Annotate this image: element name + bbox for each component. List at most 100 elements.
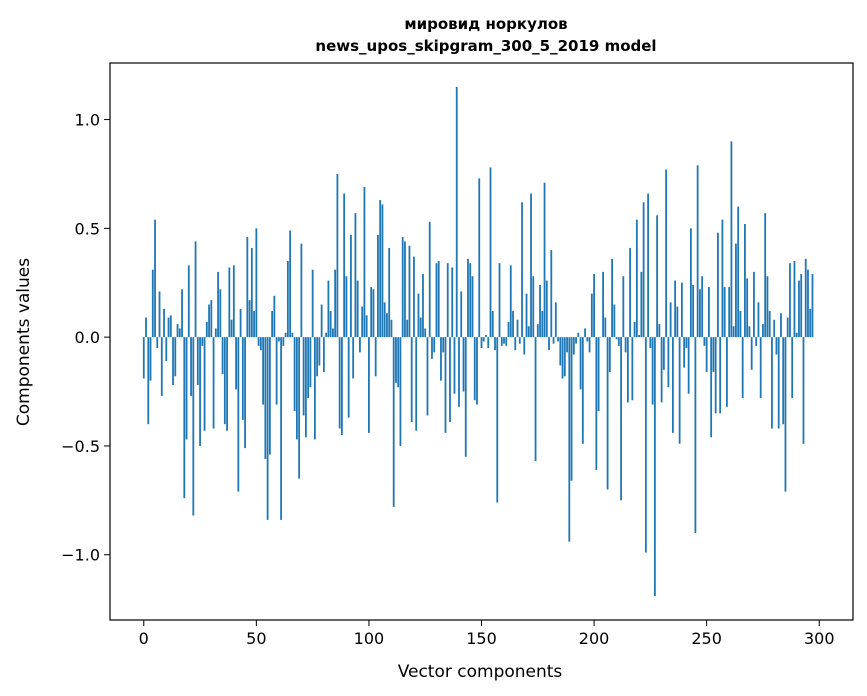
bar-211 bbox=[617, 337, 620, 346]
bar-176 bbox=[539, 284, 541, 338]
bar-206 bbox=[606, 337, 609, 490]
x-tick-label: 150 bbox=[466, 629, 497, 648]
bar-57 bbox=[271, 311, 274, 338]
bar-291 bbox=[798, 280, 800, 338]
bar-138 bbox=[453, 337, 456, 394]
bar-72 bbox=[304, 337, 307, 438]
bar-20 bbox=[187, 265, 190, 338]
bar-76 bbox=[313, 337, 316, 440]
bar-114 bbox=[399, 337, 402, 446]
bar-230 bbox=[660, 337, 663, 403]
bar-241 bbox=[685, 337, 688, 349]
bar-128 bbox=[431, 337, 433, 359]
bar-59 bbox=[275, 337, 278, 405]
bar-99 bbox=[365, 315, 368, 338]
bar-210 bbox=[615, 337, 618, 340]
y-tick-label: −1.0 bbox=[61, 546, 100, 565]
bar-33 bbox=[217, 271, 219, 338]
bar-150 bbox=[480, 337, 483, 349]
bar-137 bbox=[451, 267, 454, 338]
bar-18 bbox=[183, 337, 186, 499]
bar-171 bbox=[527, 326, 530, 338]
bar-116 bbox=[404, 241, 406, 338]
bar-43 bbox=[239, 308, 242, 338]
bar-282 bbox=[777, 337, 780, 429]
bar-272 bbox=[755, 337, 758, 346]
bar-26 bbox=[201, 337, 204, 346]
bar-167 bbox=[518, 337, 521, 344]
bar-126 bbox=[426, 337, 429, 416]
bar-87 bbox=[338, 337, 341, 429]
bar-44 bbox=[241, 337, 244, 420]
bar-21 bbox=[190, 337, 192, 396]
bar-243 bbox=[689, 228, 692, 338]
bar-200 bbox=[593, 274, 595, 338]
bar-84 bbox=[332, 328, 334, 338]
bar-245 bbox=[694, 337, 697, 533]
bar-27 bbox=[203, 337, 206, 431]
bar-62 bbox=[282, 337, 285, 346]
bar-64 bbox=[286, 261, 289, 338]
bar-93 bbox=[352, 337, 355, 379]
bar-153 bbox=[487, 337, 490, 349]
bar-220 bbox=[638, 334, 641, 338]
bar-34 bbox=[219, 289, 222, 338]
bar-157 bbox=[496, 337, 499, 503]
bar-104 bbox=[377, 234, 379, 338]
bar-78 bbox=[318, 337, 321, 366]
bar-82 bbox=[327, 280, 330, 338]
bar-121 bbox=[415, 337, 418, 431]
bar-25 bbox=[199, 337, 201, 446]
bar-191 bbox=[572, 337, 575, 355]
bar-140 bbox=[458, 337, 460, 407]
bar-277 bbox=[766, 276, 769, 338]
bar-238 bbox=[678, 337, 681, 444]
bar-75 bbox=[311, 269, 314, 338]
bar-281 bbox=[775, 337, 778, 355]
bar-134 bbox=[444, 337, 447, 433]
bar-10 bbox=[165, 337, 168, 362]
bar-19 bbox=[185, 337, 188, 440]
bar-112 bbox=[395, 337, 397, 383]
bar-103 bbox=[374, 337, 377, 377]
bar-4 bbox=[151, 269, 154, 338]
bar-159 bbox=[500, 337, 503, 346]
bars-group bbox=[142, 86, 814, 597]
bar-193 bbox=[577, 332, 580, 338]
bar-2 bbox=[147, 337, 150, 425]
bar-174 bbox=[534, 337, 537, 462]
bar-16 bbox=[178, 328, 181, 338]
bar-83 bbox=[329, 311, 332, 338]
bar-101 bbox=[370, 287, 373, 338]
bar-204 bbox=[602, 271, 604, 338]
bar-234 bbox=[669, 302, 672, 338]
bar-90 bbox=[345, 276, 348, 338]
bar-196 bbox=[584, 328, 586, 338]
bar-207 bbox=[608, 337, 611, 372]
x-tick-label: 50 bbox=[246, 629, 266, 648]
bar-288 bbox=[791, 337, 794, 399]
bar-11 bbox=[167, 317, 170, 338]
bar-189 bbox=[568, 337, 571, 542]
bar-39 bbox=[230, 319, 233, 338]
bar-287 bbox=[789, 263, 791, 338]
bar-267 bbox=[744, 224, 746, 338]
bar-154 bbox=[489, 167, 492, 338]
bar-31 bbox=[212, 337, 215, 429]
bar-42 bbox=[237, 337, 240, 492]
bar-109 bbox=[388, 247, 391, 338]
bar-236 bbox=[674, 280, 677, 338]
bar-124 bbox=[422, 274, 424, 338]
bar-139 bbox=[455, 86, 458, 338]
bar-192 bbox=[575, 337, 577, 344]
x-axis-label: Vector components bbox=[398, 662, 563, 682]
y-tick-label: 1.0 bbox=[75, 111, 100, 130]
bar-37 bbox=[226, 337, 228, 431]
bar-63 bbox=[284, 332, 287, 338]
bar-148 bbox=[476, 337, 478, 405]
bar-80 bbox=[322, 337, 325, 372]
bar-144 bbox=[467, 258, 469, 338]
chart-title: мировид норкулов bbox=[404, 15, 567, 33]
bar-264 bbox=[737, 206, 740, 338]
bar-8 bbox=[160, 337, 163, 396]
